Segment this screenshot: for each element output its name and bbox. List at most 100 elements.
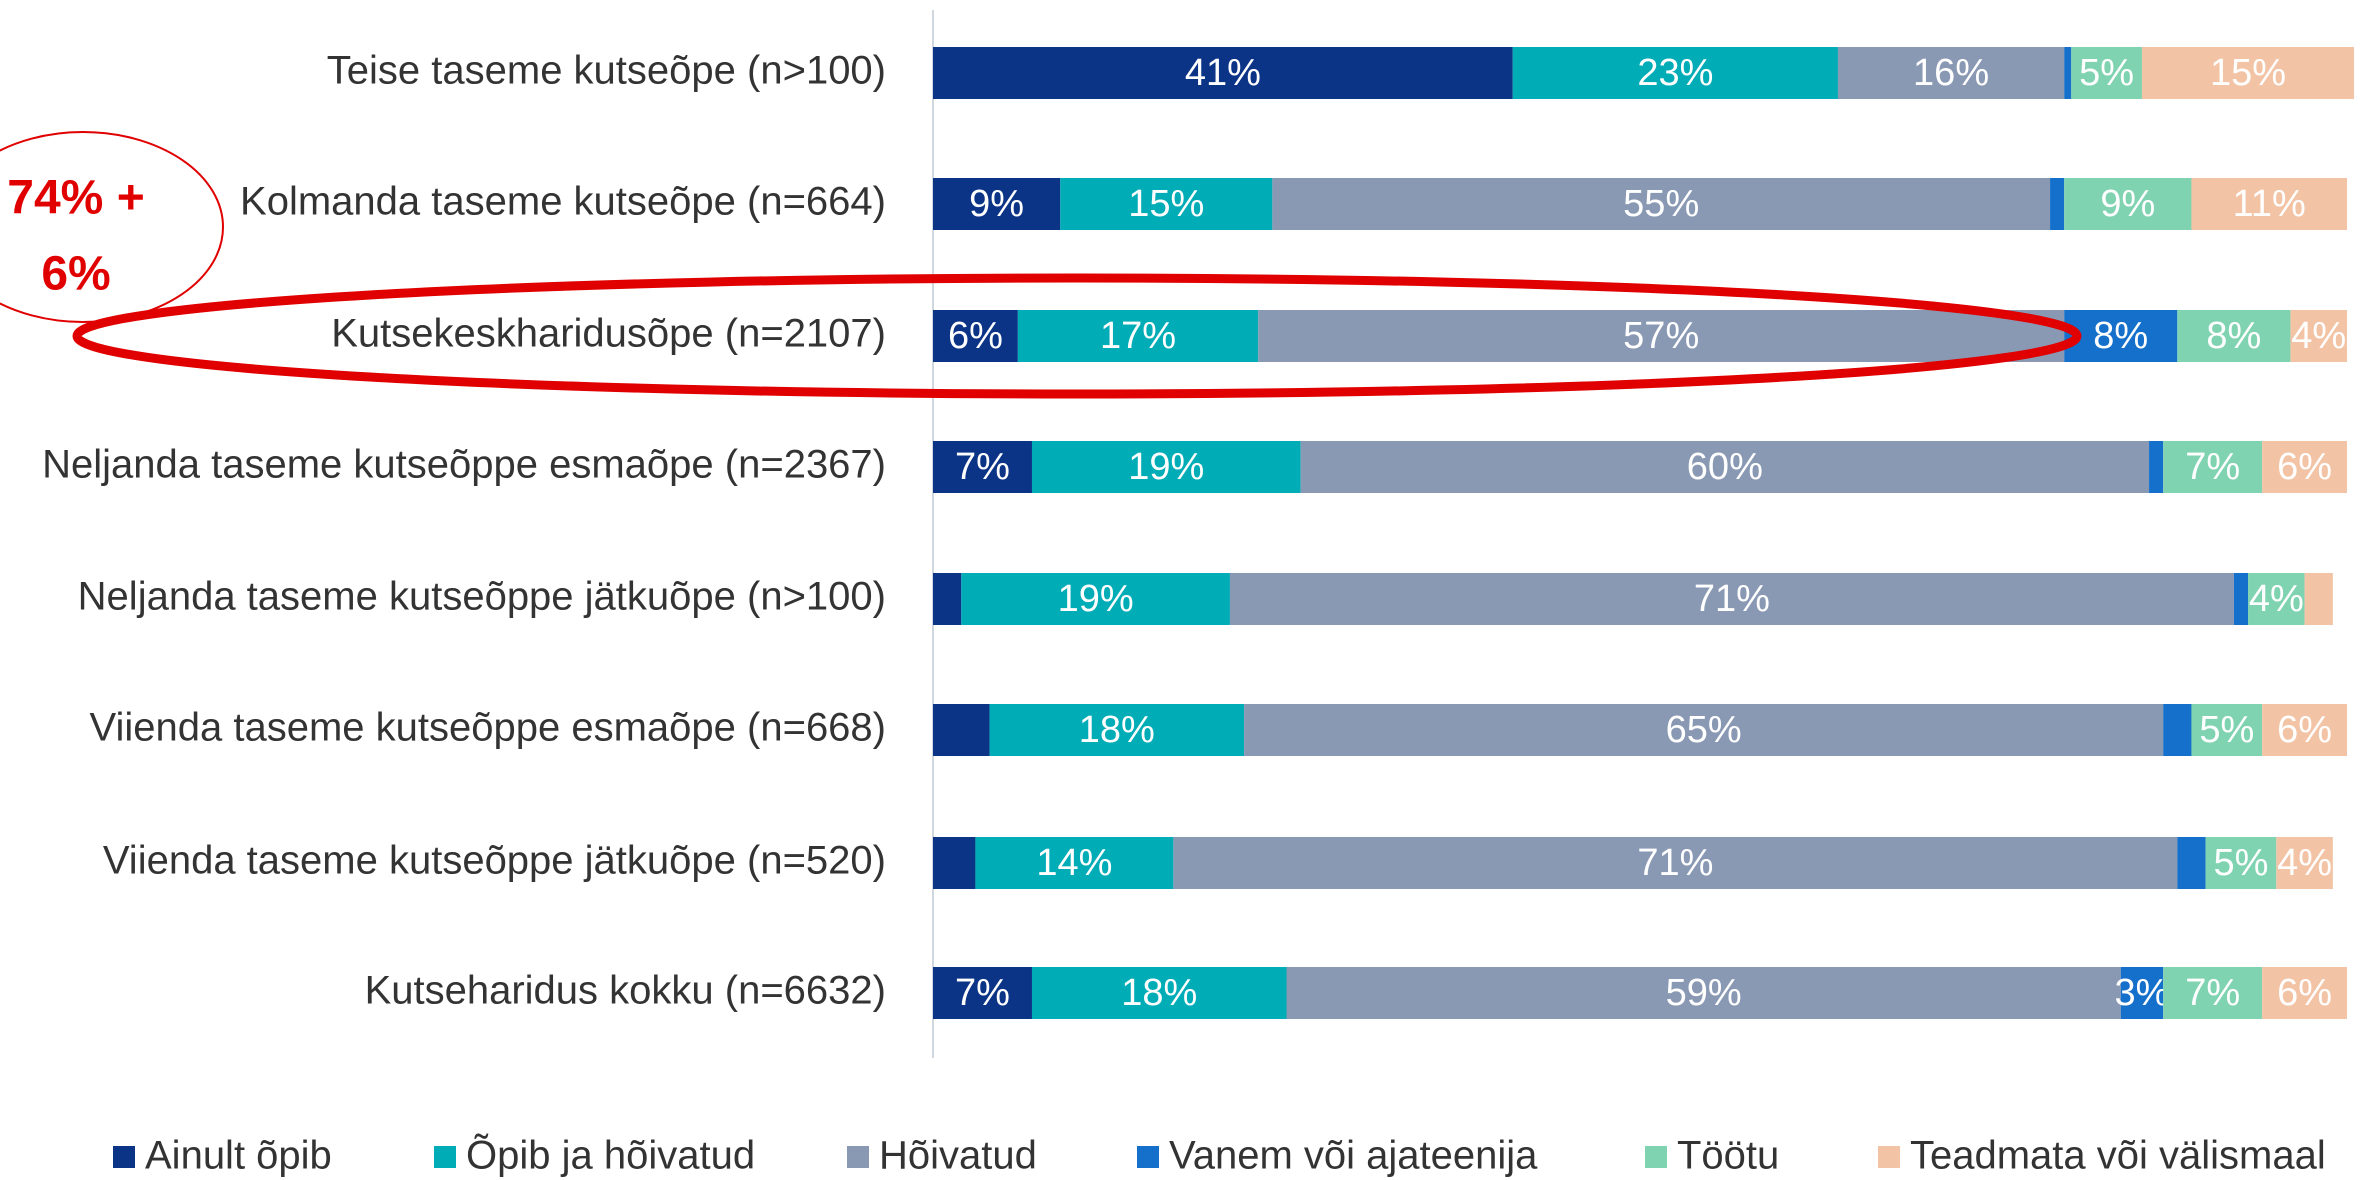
bar-segment	[933, 967, 1032, 1019]
value-label: 5%	[2199, 709, 2254, 751]
value-label: 17%	[1100, 315, 1176, 357]
legend-label: Töötu	[1677, 1134, 1779, 1178]
bar-segment	[1837, 47, 2065, 99]
value-label: 7%	[2185, 446, 2240, 488]
value-label: 41%	[1185, 52, 1261, 94]
value-label: 6%	[2277, 446, 2332, 488]
bar-segment	[2262, 441, 2347, 493]
bar-segment	[933, 441, 1032, 493]
category-label: Teise taseme kutseõpe (n>100)	[327, 49, 886, 93]
legend-swatch	[113, 1146, 135, 1168]
bar-segment	[2163, 441, 2263, 493]
bar-segment	[2064, 310, 2178, 362]
bar-segment	[2262, 704, 2347, 756]
bar-segment	[933, 47, 1513, 99]
bar-segment	[2064, 47, 2072, 99]
value-label: 7%	[955, 972, 1010, 1014]
bar-segment	[933, 573, 962, 625]
category-label: Neljanda taseme kutseõppe esmaõpe (n=236…	[42, 443, 886, 487]
bar-segment	[2248, 573, 2305, 625]
bar-segment	[2205, 837, 2277, 889]
value-label: 15%	[1128, 183, 1204, 225]
annotation-text: 74% +	[7, 172, 144, 225]
value-label: 71%	[1637, 842, 1713, 884]
legend-swatch	[847, 1146, 869, 1168]
value-label: 19%	[1128, 446, 1204, 488]
bar-segment	[2141, 47, 2355, 99]
bar-segment	[2262, 967, 2347, 1019]
bar-segment	[2177, 837, 2206, 889]
bar-segment	[1173, 837, 2178, 889]
legend-label: Hõivatud	[879, 1134, 1037, 1178]
value-label: 71%	[1694, 578, 1770, 620]
category-label: Kolmanda taseme kutseõpe (n=664)	[240, 180, 886, 224]
value-label: 57%	[1623, 315, 1699, 357]
bar-segment	[2191, 704, 2263, 756]
value-label: 4%	[2277, 842, 2332, 884]
value-label: 6%	[2277, 972, 2332, 1014]
bar-segment	[1031, 441, 1301, 493]
bar-segment	[2177, 310, 2291, 362]
value-label: 55%	[1623, 183, 1699, 225]
highlight-ellipse	[72, 273, 2082, 399]
value-label: 6%	[948, 315, 1003, 357]
bar-segment	[2120, 967, 2164, 1019]
value-label: 8%	[2206, 315, 2261, 357]
bar-segment	[1272, 178, 2051, 230]
bar-segment	[2233, 573, 2249, 625]
value-label: 18%	[1121, 972, 1197, 1014]
annotation-circle	[0, 131, 224, 323]
bar-segment	[989, 704, 1245, 756]
legend-swatch	[1137, 1146, 1159, 1168]
value-label: 18%	[1079, 709, 1155, 751]
value-label: 5%	[2213, 842, 2268, 884]
bar-segment	[933, 178, 1061, 230]
bar-segment	[933, 837, 976, 889]
value-label: 11%	[2233, 183, 2306, 225]
legend-swatch	[1878, 1146, 1900, 1168]
value-label: 7%	[955, 446, 1010, 488]
value-label: 9%	[969, 183, 1024, 225]
value-label: 19%	[1058, 578, 1134, 620]
annotation-text: 6%	[41, 248, 110, 301]
legend-label: Ainult õpib	[145, 1134, 332, 1178]
bar-segment	[1300, 441, 2150, 493]
category-label: Neljanda taseme kutseõppe jätkuõpe (n>10…	[78, 575, 886, 619]
value-label: 65%	[1666, 709, 1742, 751]
bar-segment	[2064, 178, 2192, 230]
value-label: 7%	[2185, 972, 2240, 1014]
value-label: 6%	[2277, 709, 2332, 751]
value-label: 5%	[2079, 52, 2134, 94]
bar-segment	[1017, 310, 1259, 362]
category-label: Viienda taseme kutseõppe esmaõpe (n=668)	[90, 706, 886, 750]
value-label: 4%	[2291, 315, 2346, 357]
bar-segment	[2290, 310, 2347, 362]
bar-segment	[2163, 967, 2263, 1019]
bar-segment	[961, 573, 1230, 625]
bar-segment	[1258, 310, 2065, 362]
bar-segment	[933, 310, 1018, 362]
bar-segment	[2276, 837, 2333, 889]
value-label: 23%	[1637, 52, 1713, 94]
bar-segment	[1512, 47, 1838, 99]
value-label: 15%	[2210, 52, 2286, 94]
bar-segment	[1286, 967, 2121, 1019]
value-label: 3%	[2115, 972, 2170, 1014]
bar-segment	[2304, 573, 2333, 625]
bar-segment	[2163, 704, 2192, 756]
value-label: 8%	[2093, 315, 2148, 357]
bar-segment	[2071, 47, 2142, 99]
legend-swatch	[1645, 1146, 1667, 1168]
bar-segment	[1031, 967, 1287, 1019]
value-label: 14%	[1036, 842, 1112, 884]
bar-segment	[2149, 441, 2164, 493]
legend-label: Õpib ja hõivatud	[466, 1133, 755, 1178]
bar-segment	[2050, 178, 2065, 230]
value-label: 9%	[2100, 183, 2155, 225]
bar-segment	[1244, 704, 2164, 756]
value-label: 59%	[1666, 972, 1742, 1014]
legend-swatch	[434, 1146, 456, 1168]
category-label: Kutsekeskharidusõpe (n=2107)	[331, 312, 886, 356]
category-label: Kutseharidus kokku (n=6632)	[365, 969, 886, 1013]
